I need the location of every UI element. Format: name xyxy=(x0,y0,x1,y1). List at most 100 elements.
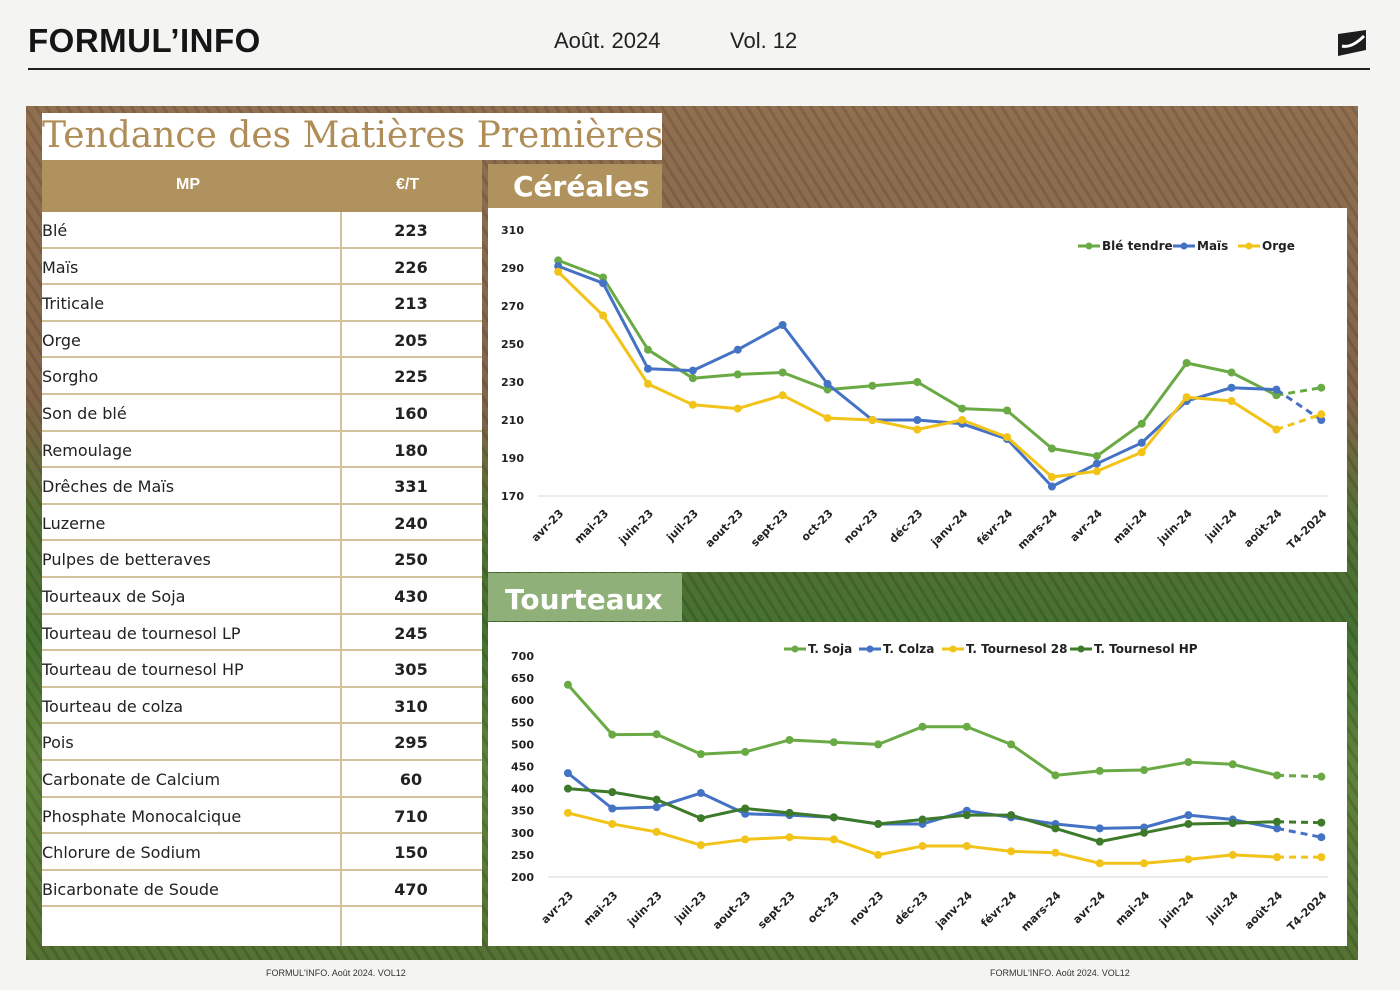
data-point xyxy=(1184,819,1193,828)
data-point xyxy=(778,391,787,400)
table-row: Pois 295 xyxy=(42,724,482,761)
data-point xyxy=(733,370,742,379)
y-tick-label: 700 xyxy=(511,650,534,663)
x-tick-label: mai-24 xyxy=(1111,507,1151,547)
price-table: MP €/T Blé 223 Maïs 226 Triticale 213 Orge 205 S… xyxy=(42,160,482,946)
data-point xyxy=(741,835,750,844)
data-point xyxy=(1182,359,1191,367)
data-point xyxy=(1137,448,1146,457)
data-point xyxy=(1273,824,1282,833)
table-header: MP €/T xyxy=(42,160,482,212)
data-point xyxy=(563,784,572,793)
table-row: Tourteau de tournesol LP 245 xyxy=(42,615,482,652)
data-point xyxy=(778,368,787,377)
table-row: Phosphate Monocalcique 710 xyxy=(42,798,482,835)
section-title-tourteaux: Tourteaux xyxy=(505,583,663,616)
table-row: Chlorure de Sodium 150 xyxy=(42,834,482,871)
data-point xyxy=(652,730,661,739)
x-tick-label: mai-24 xyxy=(1113,889,1153,929)
row-price: 470 xyxy=(394,879,428,899)
y-tick-label: 400 xyxy=(511,783,534,796)
legend-label: T. Soja xyxy=(808,642,852,656)
row-price: 205 xyxy=(394,330,428,350)
data-point xyxy=(1007,811,1016,820)
row-name: Maïs xyxy=(42,257,79,277)
data-point xyxy=(829,738,838,747)
data-point xyxy=(785,833,794,842)
section-title-cereales: Céréales xyxy=(513,170,650,203)
data-point xyxy=(778,321,787,329)
data-point xyxy=(608,804,617,813)
series-forecast-line xyxy=(1277,820,1322,825)
table-row: Bicarbonate de Soude 470 xyxy=(42,871,482,908)
data-point xyxy=(1137,438,1146,447)
x-tick-label: juin-23 xyxy=(616,507,656,547)
series-forecast-line xyxy=(1275,388,1323,422)
x-tick-label: aout-23 xyxy=(710,889,753,932)
y-tick-label: 310 xyxy=(501,224,524,237)
data-point xyxy=(1228,760,1237,769)
x-tick-label: T4-2024 xyxy=(1285,889,1330,934)
data-point xyxy=(1047,473,1056,481)
y-tick-label: 300 xyxy=(511,827,534,840)
data-point xyxy=(785,808,794,817)
data-point xyxy=(563,808,572,817)
legend-label: T. Tournesol 28 xyxy=(966,642,1067,656)
legend-label: Orge xyxy=(1262,239,1295,253)
x-tick-label: août-24 xyxy=(1241,507,1284,550)
data-point xyxy=(1273,817,1282,826)
table-row: Remoulage 180 xyxy=(42,432,482,469)
y-tick-label: 200 xyxy=(511,871,534,884)
data-point xyxy=(1317,383,1326,392)
page-header: FORMUL’INFO Août. 2024 Vol. 12 xyxy=(28,0,1370,70)
data-point xyxy=(1007,740,1016,749)
y-tick-label: 550 xyxy=(511,716,534,729)
data-point xyxy=(1273,771,1282,780)
y-tick-label: 450 xyxy=(511,761,534,774)
data-point xyxy=(1273,853,1282,862)
data-point xyxy=(1227,397,1236,405)
row-price: 60 xyxy=(399,769,423,789)
legend-marker xyxy=(949,645,957,653)
legend-label: Maïs xyxy=(1197,239,1228,253)
title-box: Tendance des Matières Premières xyxy=(42,113,663,160)
data-point xyxy=(1051,824,1060,833)
row-name: Luzerne xyxy=(42,513,106,533)
data-point xyxy=(652,795,661,804)
data-point xyxy=(741,747,750,756)
data-point xyxy=(918,722,927,731)
issue-date: Août. 2024 xyxy=(554,28,661,53)
data-point xyxy=(643,364,652,373)
data-point xyxy=(1228,819,1237,828)
y-tick-label: 650 xyxy=(511,672,534,685)
y-tick-label: 500 xyxy=(511,738,534,751)
data-point xyxy=(652,803,661,812)
y-tick-label: 350 xyxy=(511,805,534,818)
y-tick-label: 190 xyxy=(501,452,524,465)
data-point xyxy=(1092,452,1101,461)
x-tick-label: janv-24 xyxy=(932,889,975,932)
row-price: 150 xyxy=(394,843,428,863)
data-point xyxy=(1092,467,1101,476)
y-tick-label: 210 xyxy=(501,414,524,427)
row-price: 160 xyxy=(394,403,428,423)
row-name: Blé xyxy=(42,221,68,240)
data-point xyxy=(823,379,832,388)
data-point xyxy=(1140,766,1149,775)
data-point xyxy=(962,722,971,731)
data-point xyxy=(563,769,572,778)
y-tick-label: 250 xyxy=(501,338,524,351)
table-row: Luzerne 240 xyxy=(42,505,482,542)
row-price: 213 xyxy=(394,294,428,314)
issue-volume: Vol. 12 xyxy=(730,28,798,53)
data-point xyxy=(1227,368,1236,377)
table-row: Tourteau de colza 310 xyxy=(42,688,482,725)
data-point xyxy=(913,425,922,434)
legend-label: T. Tournesol HP xyxy=(1094,642,1198,656)
data-point xyxy=(958,404,967,413)
x-tick-label: avr-23 xyxy=(539,889,576,926)
data-point xyxy=(554,267,563,276)
row-price: 226 xyxy=(394,257,428,277)
